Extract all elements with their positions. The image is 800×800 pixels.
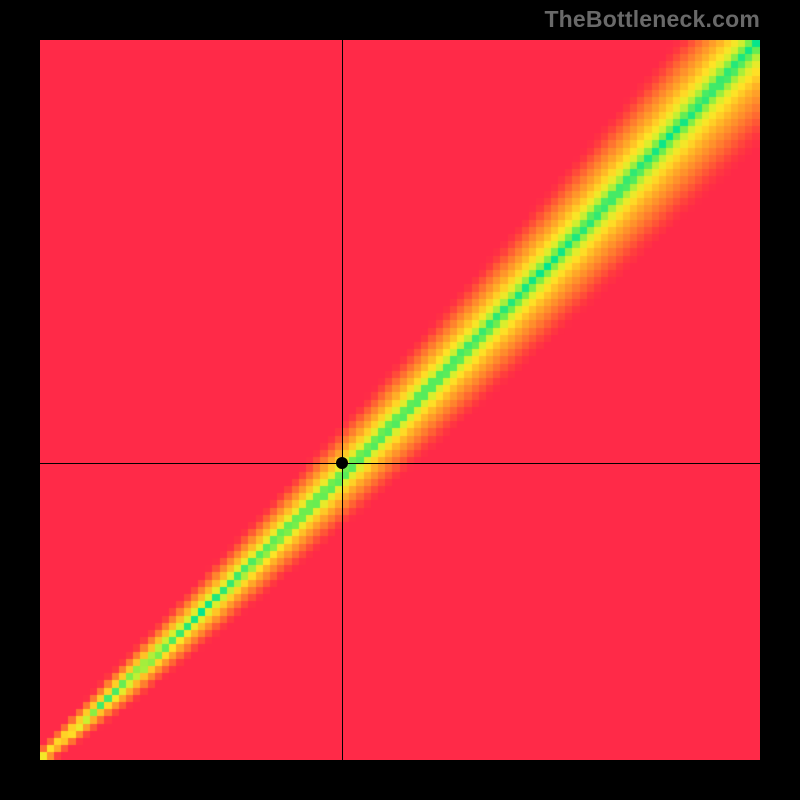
root-container: TheBottleneck.com [0,0,800,800]
heatmap-canvas [40,40,760,760]
crosshair-marker [336,457,348,469]
watermark-text: TheBottleneck.com [544,6,760,33]
heatmap-plot [40,40,760,760]
crosshair-vertical [342,40,343,760]
crosshair-horizontal [40,463,760,464]
